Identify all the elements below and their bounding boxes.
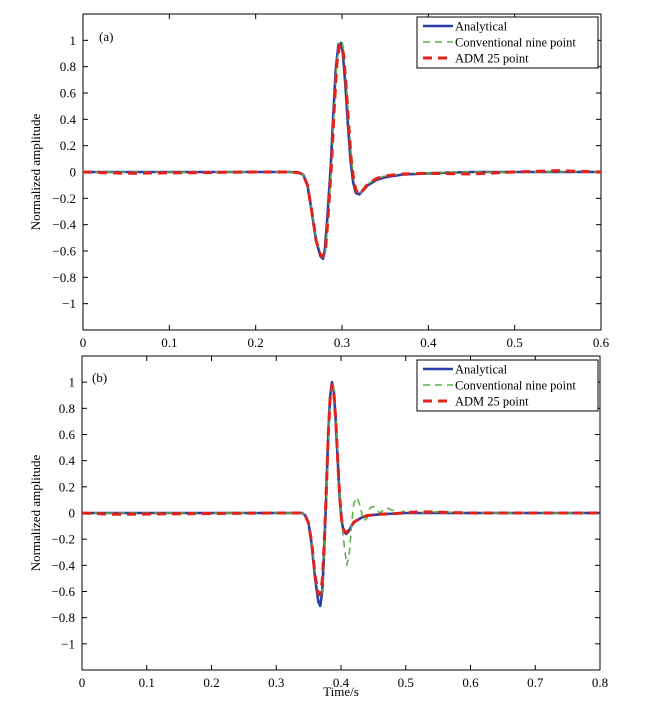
y-axis-label-b: Normalized amplitude	[28, 454, 43, 571]
panel-label-a: (a)	[99, 29, 113, 44]
y-tick-label: −0.6	[51, 584, 75, 599]
y-tick-label: −0.4	[52, 217, 76, 232]
x-tick-label: 0	[79, 675, 86, 690]
y-tick-label: 0.2	[60, 138, 76, 153]
y-tick-label: −1	[62, 296, 76, 311]
series-group-a	[82, 39, 602, 261]
x-tick-label: 0.6	[593, 335, 610, 350]
x-tick-label: 0.2	[248, 335, 264, 350]
y-tick-label: 0	[70, 165, 77, 180]
legend-entry-label: Conventional nine point	[455, 36, 576, 50]
y-tick-label: 0.4	[59, 453, 76, 468]
x-tick-label: 0.5	[507, 335, 523, 350]
y-tick-label: 0.8	[59, 401, 75, 416]
legend-entry-label: ADM 25 point	[455, 52, 529, 66]
series-line-adm-25-point	[81, 383, 600, 596]
tick-marks-a: 0 0.1 0.2 0.3 0.4 0.5 0.6 −1 −0.8 −0.6 −0.4 −0.2 0 0.…	[52, 14, 610, 350]
x-tick-label: 0.2	[203, 675, 219, 690]
y-tick-label: −0.8	[51, 610, 75, 625]
legend-a: Analytical Conventional nine point ADM 25 …	[416, 16, 599, 69]
y-tick-label: −0.6	[52, 244, 76, 259]
panel-label-b: (b)	[92, 370, 107, 385]
x-tick-label: 0.1	[139, 675, 155, 690]
legend-entry-label: Analytical	[455, 363, 508, 377]
y-tick-label: 0.4	[60, 112, 77, 127]
series-group-b	[81, 380, 600, 608]
y-tick-label: 0.8	[60, 59, 76, 74]
series-line-conventional-nine-point	[82, 381, 600, 599]
x-tick-label: 0.7	[527, 675, 544, 690]
x-tick-label: 0.8	[592, 675, 608, 690]
x-axis-label-b: Time/s	[323, 684, 359, 699]
x-tick-label: 0.5	[398, 675, 414, 690]
y-tick-label: −0.8	[52, 270, 76, 285]
x-tick-label: 0.4	[333, 675, 350, 690]
x-tick-label: 0.6	[462, 675, 479, 690]
y-tick-label: 0	[69, 506, 76, 521]
y-tick-label: 0.2	[59, 479, 75, 494]
series-line-conventional-nine-point	[83, 39, 601, 259]
y-tick-label: −0.4	[51, 558, 75, 573]
y-tick-label: −0.2	[51, 532, 75, 547]
legend-entry-label: Conventional nine point	[455, 379, 576, 393]
x-tick-label: 0.1	[161, 335, 177, 350]
chart-panel-b: 0 0.1 0.2 0.3 0.4 0.5 0.6 0.7 0.8 −1 −0.8 −0.6 −0.4 −…	[28, 355, 608, 699]
y-tick-label: 1	[69, 375, 76, 390]
legend-entry-label: ADM 25 point	[455, 395, 529, 409]
x-tick-label: 0.3	[268, 675, 284, 690]
y-tick-label: 0.6	[60, 86, 77, 101]
y-tick-label: 1	[70, 33, 77, 48]
chart-panel-a: 0 0.1 0.2 0.3 0.4 0.5 0.6 −1 −0.8 −0.6 −0.4 −0.2 0 0.…	[28, 13, 610, 350]
x-tick-label: 0.4	[420, 335, 437, 350]
x-tick-label: 0.3	[334, 335, 350, 350]
tick-marks-b: 0 0.1 0.2 0.3 0.4 0.5 0.6 0.7 0.8 −1 −0.8 −0.6 −0.4 −…	[51, 356, 608, 690]
legend-entry-label: Analytical	[455, 20, 508, 34]
series-line-adm-25-point	[82, 44, 602, 258]
y-tick-label: 0.6	[59, 427, 76, 442]
y-axis-label-a: Normalized amplitude	[28, 113, 43, 230]
y-tick-label: −1	[61, 636, 75, 651]
legend-b: Analytical Conventional nine point ADM 25 …	[416, 359, 599, 412]
x-tick-label: 0	[80, 335, 87, 350]
y-tick-label: −0.2	[52, 191, 76, 206]
